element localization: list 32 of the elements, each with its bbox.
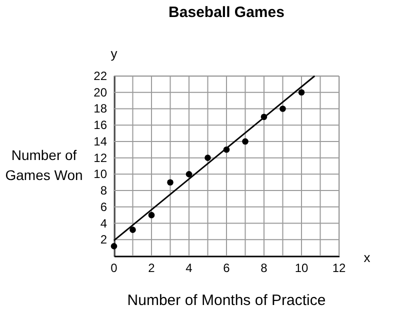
y-tick-label: 2 — [100, 232, 108, 247]
point — [280, 106, 286, 112]
x-tick-label: 12 — [332, 261, 346, 275]
point — [110, 243, 118, 250]
x-tick-label: 4 — [186, 261, 193, 275]
y-tick-label: 10 — [94, 167, 108, 182]
x-tick-label: 0 — [110, 261, 118, 275]
y-tick-label: 18 — [94, 102, 108, 116]
x-tick-label: 2 — [148, 261, 156, 275]
point — [167, 179, 174, 186]
y-tick-label: 4 — [100, 216, 108, 230]
point — [186, 171, 192, 178]
x-tick-label: 10 — [294, 261, 308, 275]
x-axis-title: Number of Months of Practice — [127, 292, 326, 309]
y-tick-label: 6 — [100, 200, 108, 214]
y-tick-label: 16 — [94, 118, 108, 132]
y-tick-label: 20 — [94, 85, 108, 100]
x-tick-label: 8 — [260, 261, 268, 275]
x-tick-label: 6 — [223, 261, 230, 275]
point — [148, 212, 155, 218]
point — [204, 154, 211, 161]
point — [298, 89, 305, 96]
chart-title: Baseball Games — [168, 4, 284, 21]
point — [242, 138, 248, 145]
y-tick-label: 12 — [94, 150, 108, 165]
y-axis-title: Number of Games Won — [5, 147, 83, 183]
text: x — [364, 250, 371, 265]
y-tick-label: 22 — [94, 69, 108, 83]
y-tick-label: 8 — [100, 184, 108, 198]
point — [130, 226, 136, 233]
y-tick-label: 14 — [94, 134, 108, 148]
text: y — [110, 46, 118, 61]
